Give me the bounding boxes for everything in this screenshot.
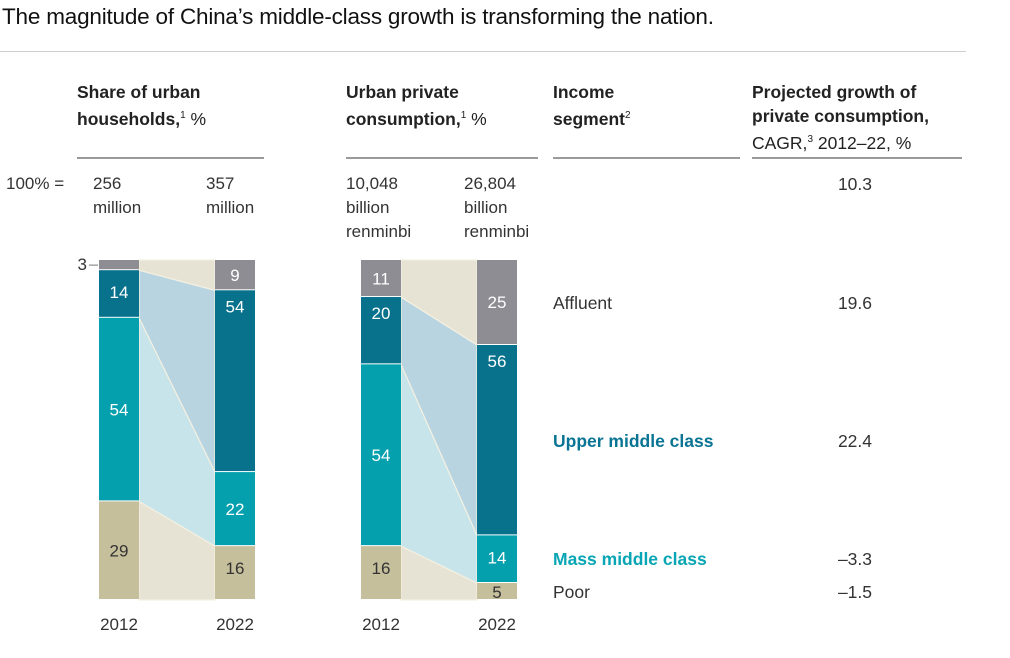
bar-value-label: 29 — [110, 542, 129, 561]
footnote-1: 1 — [460, 110, 467, 121]
totals-prefix: 100% = — [6, 174, 65, 193]
bar-value-label: 56 — [488, 352, 507, 371]
segment-label-upper-middle: Upper middle class — [553, 431, 714, 451]
total-value: 256 — [93, 174, 122, 193]
total-unit: renminbi — [346, 222, 412, 241]
total-consumption-2012: 10,048 billion renminbi — [346, 172, 411, 244]
header-households: Share of urban households,1 % — [77, 80, 206, 131]
segment-label-poor: Poor — [553, 582, 590, 602]
header-consumption: Urban private consumption,1 % — [346, 80, 487, 131]
header-households-line1: Share of urban — [77, 82, 201, 102]
total-unit: renminbi — [464, 222, 530, 241]
cagr-total: 10.3 — [837, 174, 872, 194]
unit: % — [185, 109, 207, 129]
bar-consumption-2012-affluent — [361, 260, 401, 297]
header-growth-line3b: 2012–22, % — [813, 133, 912, 153]
footnote-1: 1 — [180, 110, 186, 121]
header-rule-households — [77, 157, 264, 159]
bar-value-label: 9 — [230, 266, 239, 285]
chart-title: The magnitude of China’s middle-class gr… — [2, 4, 714, 29]
total-consumption-2022: 26,804 billion renminbi — [464, 172, 529, 244]
bar-value-label: 5 — [492, 583, 501, 602]
header-growth-line3a: CAGR, — [752, 133, 808, 153]
header-consumption-line1: Urban private — [346, 82, 459, 102]
bar-consumption-2022-mass-middle-class — [477, 535, 517, 582]
total-unit: million — [206, 198, 255, 217]
total-value: 26,804 — [464, 174, 516, 193]
header-households-line2: households, — [77, 109, 181, 129]
cagr-affluent: 19.6 — [837, 293, 872, 313]
title-divider — [0, 51, 966, 52]
bar-households-2012-affluent — [99, 260, 139, 270]
x-tick-label-2012: 2012 — [362, 615, 400, 634]
cagr-poor: –1.5 — [837, 582, 872, 602]
bar-value-label: 16 — [372, 559, 391, 578]
total-unit: billion — [464, 198, 508, 217]
bar-consumption-2022-poor — [477, 583, 517, 599]
header-rule-segment — [553, 157, 740, 159]
x-tick-label-2022: 2022 — [216, 615, 254, 634]
total-unit: million — [93, 198, 142, 217]
cagr-upper-middle: 22.4 — [837, 431, 872, 451]
header-segment-line2: segment — [553, 109, 625, 129]
unit: % — [466, 109, 487, 129]
bar-value-label: 54 — [226, 297, 245, 316]
bar-households-2022-poor — [215, 546, 255, 599]
bar-households-2012-upper-middle-class — [99, 270, 139, 317]
bar-value-label: 14 — [110, 283, 129, 302]
total-unit: billion — [346, 198, 390, 217]
bar-consumption-2022-upper-middle-class — [477, 345, 517, 535]
header-rule-growth — [752, 157, 962, 159]
segment-label-mass-middle: Mass middle class — [553, 549, 707, 569]
total-value: 357 — [206, 174, 235, 193]
footnote-3: 3 — [807, 134, 813, 145]
header-consumption-line2: consumption, — [346, 109, 461, 129]
bar-value-label: 54 — [372, 446, 391, 465]
segment-label-affluent: Affluent — [553, 293, 613, 313]
header-segment-line1: Income — [553, 82, 615, 102]
total-households-2012: 256 million — [93, 172, 141, 220]
bar-value-label: 22 — [226, 500, 245, 519]
bar-consumption-2012-poor — [361, 546, 401, 599]
header-growth-line1: Projected growth of — [752, 82, 917, 102]
header-rule-consumption — [346, 157, 538, 159]
bar-value-label: 20 — [372, 304, 391, 323]
bar-value-label: 25 — [488, 293, 507, 312]
header-segment: Income segment2 — [553, 80, 631, 131]
x-tick-label-2012: 2012 — [100, 615, 138, 634]
bar-households-2012-poor — [99, 501, 139, 599]
bar-value-label: 14 — [488, 548, 507, 567]
bar-households-2022-affluent — [215, 260, 255, 290]
footnote-2: 2 — [624, 110, 631, 121]
cagr-mass-middle: –3.3 — [837, 549, 872, 569]
header-growth-line2: private consumption, — [752, 106, 929, 126]
bar-value-label: 11 — [372, 270, 390, 289]
x-tick-label-2022: 2022 — [478, 615, 516, 634]
bar-consumption-2012-upper-middle-class — [361, 297, 401, 364]
bar-consumption-2022-affluent — [477, 260, 517, 344]
total-value: 10,048 — [346, 174, 398, 193]
bar-households-2022-upper-middle-class — [215, 290, 255, 472]
bar-households-2012-mass-middle-class — [99, 317, 139, 501]
bar-consumption-2012-mass-middle-class — [361, 364, 401, 546]
total-households-2022: 357 million — [206, 172, 254, 220]
bar-value-label: 54 — [110, 401, 129, 420]
bar-households-2022-mass-middle-class — [215, 472, 255, 546]
header-growth: Projected growth of private consumption,… — [752, 80, 929, 155]
bar-value-label: 16 — [226, 559, 245, 578]
bar-value-label: 3 — [78, 255, 87, 274]
